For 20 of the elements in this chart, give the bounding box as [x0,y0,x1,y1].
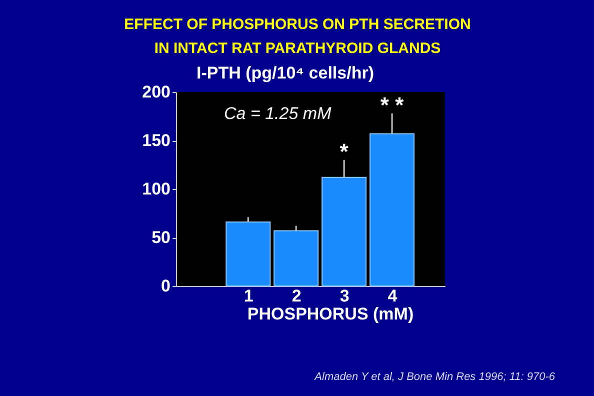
y-tick-label: 150 [142,131,170,150]
bar [274,230,319,286]
bar [370,133,415,286]
x-tick-label: 1 [244,286,254,306]
bar [226,221,271,286]
y-axis-title: I-PTH (pg/10⁴ cells/hr) [196,64,374,82]
annotation: * [340,138,349,164]
annotation: * * [380,92,404,118]
x-tick-label: 2 [292,286,302,306]
text: Almaden Y et al, J Bone Min Res 1996; 11: 970-6 [314,371,556,383]
chart-title: EFFECT OF PHOSPHORUS ON PTH SECRETION IN INTACT RAT PARATHYROID GLANDS [124,16,471,57]
y-tick-label: 0 [161,276,170,296]
annotation: Ca = 1.25 mM [224,104,332,123]
bar [322,176,367,286]
y-tick-label: 100 [142,180,170,198]
x-tick-label: 3 [340,286,350,306]
y-tick-label: 50 [152,228,170,247]
x-axis-title: PHOSPHORUS (mM) [247,304,414,324]
x-tick-label: 4 [388,286,398,306]
y-tick-label: 200 [142,82,170,102]
